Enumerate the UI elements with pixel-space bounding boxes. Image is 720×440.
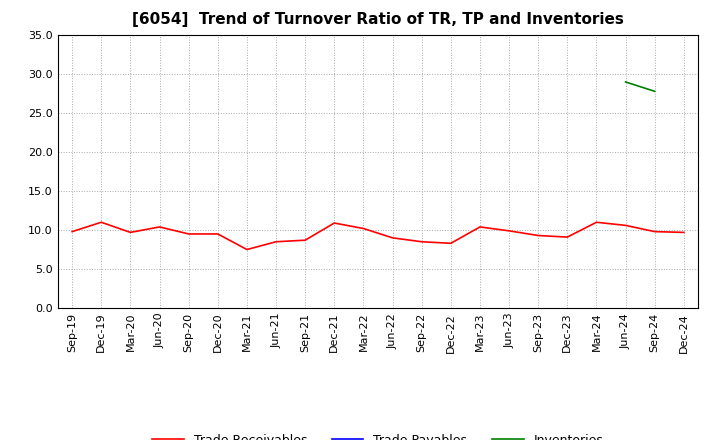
Trade Receivables [388, 235, 397, 241]
Trade Receivables [156, 224, 164, 230]
Inventories [621, 79, 630, 84]
Line: Trade Receivables: Trade Receivables [72, 222, 684, 249]
Legend: Trade Receivables, Trade Payables, Inventories: Trade Receivables, Trade Payables, Inven… [148, 429, 608, 440]
Trade Receivables [418, 239, 426, 244]
Trade Receivables [680, 230, 688, 235]
Trade Receivables [330, 220, 338, 226]
Trade Receivables [476, 224, 485, 230]
Trade Receivables [621, 223, 630, 228]
Trade Receivables [271, 239, 280, 244]
Trade Receivables [563, 235, 572, 240]
Trade Receivables [505, 228, 513, 234]
Trade Receivables [446, 241, 455, 246]
Trade Receivables [68, 229, 76, 234]
Title: [6054]  Trend of Turnover Ratio of TR, TP and Inventories: [6054] Trend of Turnover Ratio of TR, TP… [132, 12, 624, 27]
Trade Receivables [592, 220, 600, 225]
Trade Receivables [359, 226, 368, 231]
Trade Receivables [534, 233, 543, 238]
Trade Receivables [213, 231, 222, 237]
Line: Inventories: Inventories [626, 82, 654, 92]
Trade Receivables [126, 230, 135, 235]
Trade Receivables [184, 231, 193, 237]
Trade Receivables [650, 229, 659, 234]
Inventories [650, 89, 659, 94]
Trade Receivables [301, 238, 310, 243]
Trade Receivables [97, 220, 106, 225]
Trade Receivables [243, 247, 251, 252]
